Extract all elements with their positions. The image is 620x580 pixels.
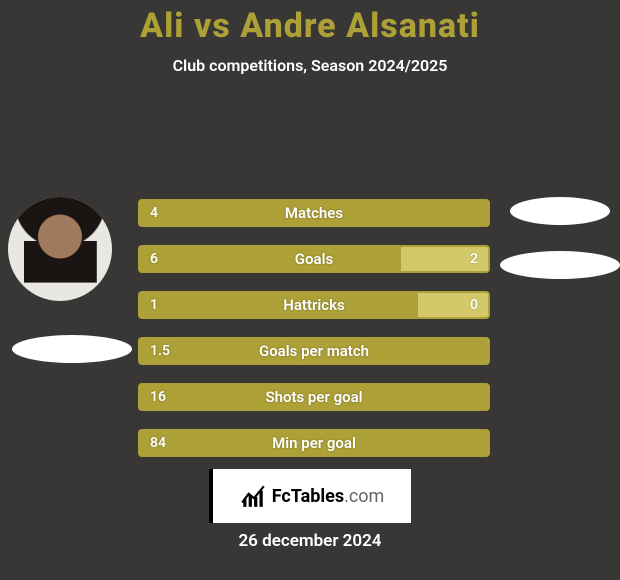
footer-date: 26 december 2024 bbox=[0, 531, 620, 551]
player-left-avatar bbox=[8, 197, 112, 301]
stat-bar: 1.5Goals per match bbox=[138, 337, 490, 365]
comparison-infographic: Ali vs Andre Alsanati Club competitions,… bbox=[0, 0, 620, 580]
stat-label: Shots per goal bbox=[140, 385, 488, 409]
stat-bars: 4Matches 62Goals 10Hattricks 1.5Goals per m… bbox=[138, 199, 490, 457]
logo-name: FcTables bbox=[272, 486, 344, 507]
stat-label: Hattricks bbox=[140, 293, 488, 317]
fctables-logo: FcTables.com bbox=[209, 469, 411, 523]
stat-label: Goals bbox=[140, 247, 488, 271]
logo-tld: .com bbox=[344, 486, 384, 507]
stat-bar: 10Hattricks bbox=[138, 291, 490, 319]
logo-text: FcTables.com bbox=[272, 486, 385, 507]
stat-bar: 84Min per goal bbox=[138, 429, 490, 457]
chart-icon bbox=[240, 483, 266, 509]
content-area: 4Matches 62Goals 10Hattricks 1.5Goals per m… bbox=[0, 75, 620, 580]
stat-bar: 62Goals bbox=[138, 245, 490, 273]
player-right-nameplate-1 bbox=[510, 197, 610, 225]
page-title: Ali vs Andre Alsanati bbox=[140, 6, 480, 46]
stat-bar: 4Matches bbox=[138, 199, 490, 227]
player-right-nameplate-2 bbox=[500, 251, 620, 279]
stat-label: Min per goal bbox=[140, 431, 488, 455]
player-left-nameplate bbox=[12, 335, 132, 363]
stat-label: Goals per match bbox=[140, 339, 488, 363]
page-subtitle: Club competitions, Season 2024/2025 bbox=[173, 56, 448, 75]
stat-bar: 16Shots per goal bbox=[138, 383, 490, 411]
stat-label: Matches bbox=[140, 201, 488, 225]
